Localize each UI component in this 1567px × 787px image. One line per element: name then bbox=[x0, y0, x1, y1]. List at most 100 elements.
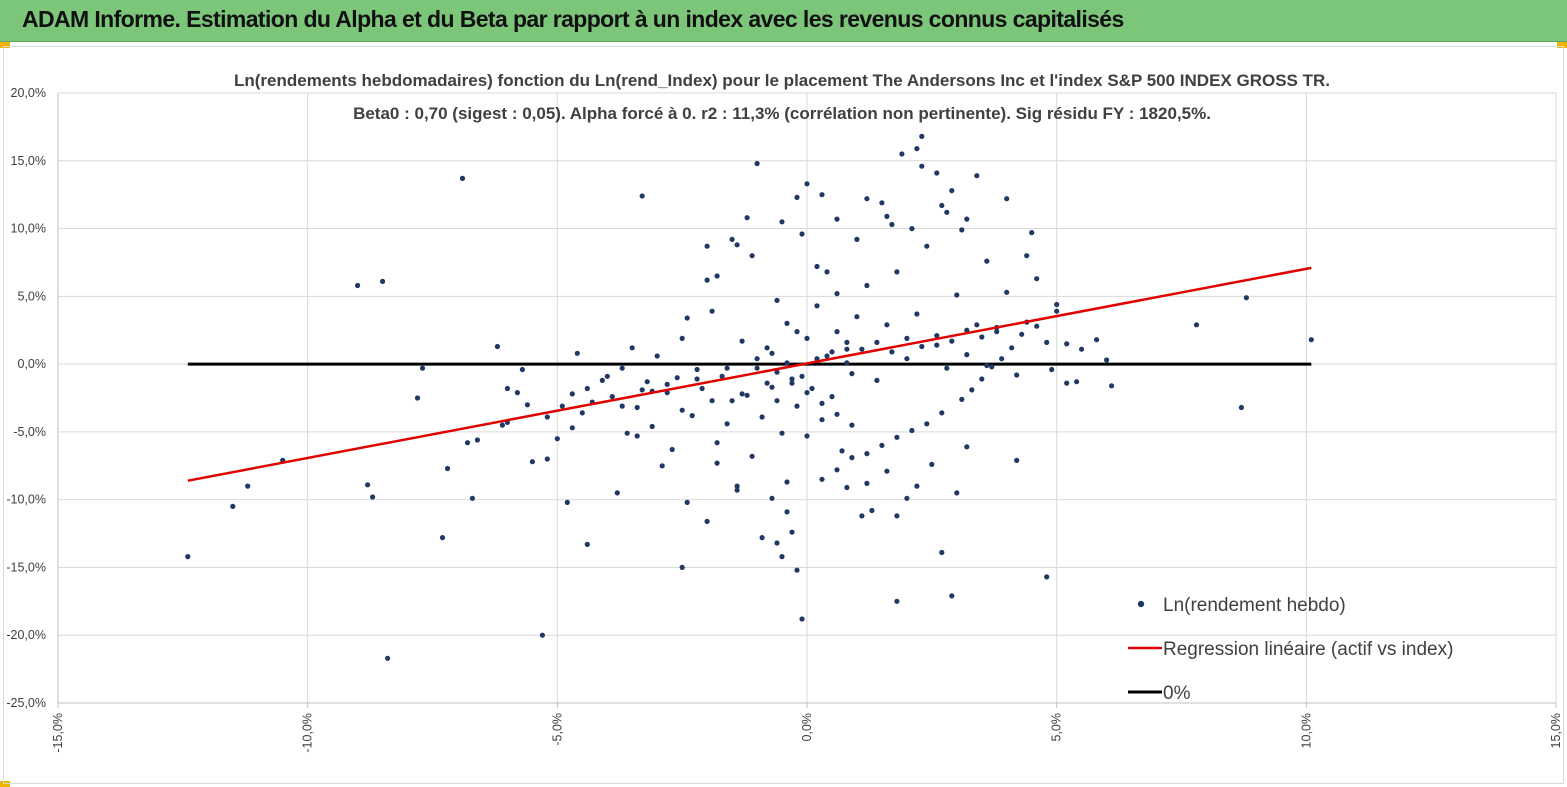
data-point bbox=[754, 365, 760, 371]
data-point bbox=[774, 398, 780, 404]
data-point bbox=[524, 402, 531, 408]
data-point bbox=[974, 173, 980, 179]
data-point bbox=[1029, 230, 1035, 236]
data-point bbox=[874, 339, 880, 345]
data-point bbox=[704, 243, 710, 249]
data-point bbox=[834, 216, 840, 222]
data-point bbox=[939, 202, 945, 209]
x-tick-label: 5,0% bbox=[1050, 713, 1064, 742]
y-tick-label: -15,0% bbox=[6, 560, 46, 574]
data-point bbox=[574, 350, 580, 356]
data-point bbox=[979, 376, 985, 382]
chart-title-line-2: Beta0 : 0,70 (sigest : 0,05). Alpha forc… bbox=[353, 104, 1211, 123]
data-point bbox=[734, 242, 740, 248]
data-point bbox=[759, 535, 765, 541]
y-tick-label: 10,0% bbox=[11, 222, 46, 236]
data-point bbox=[370, 494, 376, 500]
data-point bbox=[459, 175, 466, 181]
data-point bbox=[709, 398, 715, 404]
data-point bbox=[869, 507, 875, 514]
data-point bbox=[879, 200, 885, 206]
y-tick-label: -5,0% bbox=[13, 425, 46, 439]
data-point bbox=[704, 277, 710, 283]
data-point bbox=[879, 442, 885, 448]
data-point bbox=[904, 495, 910, 501]
data-point bbox=[934, 170, 940, 176]
data-point bbox=[829, 394, 835, 400]
data-point bbox=[724, 421, 730, 427]
data-point bbox=[889, 221, 895, 228]
data-point bbox=[954, 490, 960, 496]
data-point bbox=[679, 407, 685, 413]
data-point bbox=[864, 480, 870, 486]
data-point bbox=[619, 403, 625, 409]
data-point bbox=[944, 209, 950, 215]
data-point bbox=[864, 282, 870, 289]
data-point bbox=[949, 338, 955, 344]
data-point bbox=[769, 350, 775, 356]
data-point bbox=[1074, 379, 1080, 385]
data-point bbox=[844, 484, 850, 491]
y-tick-label: -10,0% bbox=[6, 493, 46, 507]
data-point bbox=[784, 360, 790, 366]
data-point bbox=[894, 598, 900, 604]
data-point bbox=[804, 335, 810, 341]
y-tick-label: 15,0% bbox=[11, 154, 46, 168]
data-point bbox=[579, 410, 585, 416]
data-point bbox=[699, 385, 705, 392]
data-point bbox=[564, 499, 570, 505]
data-point bbox=[864, 196, 870, 202]
data-point bbox=[774, 540, 780, 546]
legend-label-zero: 0% bbox=[1163, 683, 1191, 704]
data-point bbox=[674, 375, 680, 381]
legend-marker-points bbox=[1137, 600, 1145, 608]
data-point bbox=[844, 339, 850, 345]
data-point bbox=[619, 365, 625, 371]
x-tick-label: -15,0% bbox=[51, 713, 65, 753]
data-point bbox=[494, 343, 500, 350]
data-point bbox=[1024, 253, 1030, 259]
data-point bbox=[844, 346, 850, 352]
data-point bbox=[774, 297, 780, 303]
data-point bbox=[944, 365, 950, 371]
data-point bbox=[754, 356, 760, 362]
data-point bbox=[724, 365, 730, 371]
data-point bbox=[444, 465, 451, 472]
data-point bbox=[849, 455, 855, 461]
corner-marker-right bbox=[1557, 42, 1567, 48]
data-point bbox=[829, 349, 835, 355]
data-point bbox=[919, 133, 925, 139]
data-point bbox=[974, 322, 980, 328]
data-point bbox=[744, 392, 750, 398]
data-point bbox=[779, 554, 785, 560]
data-point bbox=[1019, 331, 1025, 337]
data-point bbox=[1004, 289, 1010, 295]
data-point bbox=[799, 616, 805, 622]
data-point bbox=[954, 292, 960, 298]
data-point bbox=[714, 273, 720, 279]
data-point bbox=[849, 422, 855, 428]
data-point bbox=[729, 398, 735, 404]
y-tick-label: -20,0% bbox=[6, 628, 46, 642]
data-point bbox=[914, 483, 920, 489]
data-point bbox=[694, 376, 700, 382]
data-point bbox=[934, 333, 940, 339]
data-point bbox=[769, 384, 775, 390]
data-point bbox=[774, 369, 780, 375]
data-point bbox=[499, 422, 505, 428]
y-tick-label: 20,0% bbox=[11, 86, 46, 100]
data-point bbox=[919, 343, 925, 350]
data-point bbox=[894, 269, 900, 275]
data-point bbox=[884, 213, 890, 219]
data-point bbox=[669, 446, 675, 453]
scatter-points bbox=[185, 133, 1314, 661]
data-point bbox=[834, 291, 840, 297]
data-point bbox=[924, 243, 930, 249]
data-point bbox=[849, 371, 855, 377]
data-point bbox=[804, 181, 810, 187]
data-point bbox=[1054, 301, 1060, 308]
data-point bbox=[904, 335, 910, 341]
data-point bbox=[1308, 337, 1314, 343]
data-point bbox=[984, 362, 990, 369]
data-point bbox=[679, 335, 685, 341]
